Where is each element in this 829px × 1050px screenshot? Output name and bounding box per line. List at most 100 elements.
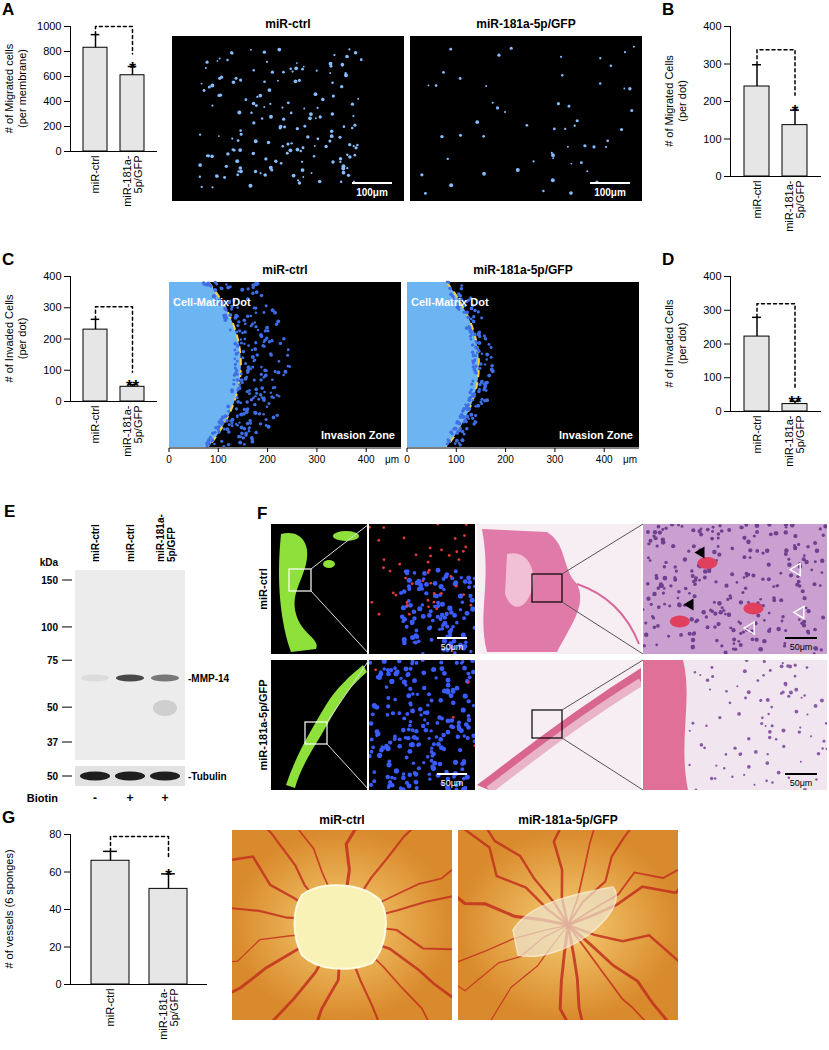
svg-text:Biotin: Biotin bbox=[27, 792, 58, 804]
svg-text:+: + bbox=[161, 791, 168, 805]
svg-text:300: 300 bbox=[309, 454, 326, 465]
svg-text:1000: 1000 bbox=[37, 20, 61, 32]
svg-text:miR-181a-5p/GFP: miR-181a-5p/GFP bbox=[121, 155, 144, 207]
svg-text:37: 37 bbox=[47, 737, 59, 748]
svg-text:miR-ctrl: miR-ctrl bbox=[90, 524, 101, 562]
svg-text:50: 50 bbox=[47, 702, 59, 713]
svg-text:100μm: 100μm bbox=[594, 187, 626, 198]
svg-text:200: 200 bbox=[259, 454, 276, 465]
svg-text:**: ** bbox=[788, 393, 802, 412]
svg-text:75: 75 bbox=[47, 655, 59, 666]
svg-text:50μm: 50μm bbox=[441, 778, 464, 788]
svg-text:50: 50 bbox=[47, 771, 59, 782]
html-text:B: B bbox=[662, 0, 675, 19]
html-text:G: G bbox=[2, 808, 16, 827]
svg-text:μm: μm bbox=[623, 454, 637, 465]
svg-text:miR-ctrl: miR-ctrl bbox=[319, 813, 364, 827]
svg-text:200: 200 bbox=[703, 95, 721, 107]
svg-text:miR-181a-: miR-181a- bbox=[155, 514, 166, 562]
svg-text:400: 400 bbox=[358, 454, 375, 465]
svg-text:50μm: 50μm bbox=[441, 642, 464, 652]
svg-text:miR-ctrl: miR-ctrl bbox=[89, 156, 101, 194]
svg-text:150: 150 bbox=[41, 575, 58, 586]
svg-text:miR-ctrl: miR-ctrl bbox=[125, 524, 136, 562]
svg-text:100: 100 bbox=[41, 622, 58, 633]
svg-text:miR-ctrl: miR-ctrl bbox=[751, 181, 763, 219]
svg-text:100: 100 bbox=[703, 133, 721, 145]
svg-text:miR-ctrl: miR-ctrl bbox=[257, 568, 269, 610]
svg-text:Cell-Matrix Dot: Cell-Matrix Dot bbox=[411, 296, 489, 308]
svg-text:miR-181a-5p/GFP: miR-181a-5p/GFP bbox=[783, 180, 806, 232]
svg-text:miR-ctrl: miR-ctrl bbox=[262, 263, 307, 277]
svg-text:*: * bbox=[165, 866, 172, 885]
html-text:A: A bbox=[2, 0, 15, 19]
svg-text:**: ** bbox=[126, 377, 140, 396]
svg-text:200: 200 bbox=[497, 454, 514, 465]
svg-text:400: 400 bbox=[43, 270, 61, 282]
svg-text:miR-ctrl: miR-ctrl bbox=[89, 406, 101, 444]
svg-text:0: 0 bbox=[55, 395, 61, 407]
svg-text:100μm: 100μm bbox=[356, 187, 388, 198]
svg-text:miR-181a-5p/GFP: miR-181a-5p/GFP bbox=[257, 679, 269, 770]
svg-text:# of Migrated Cells: # of Migrated Cells bbox=[663, 55, 675, 147]
svg-text:Invasion Zone: Invasion Zone bbox=[321, 429, 395, 441]
svg-text:0: 0 bbox=[715, 405, 721, 417]
svg-text:# of Invaded Cells: # of Invaded Cells bbox=[663, 299, 675, 388]
svg-text:Invasion Zone: Invasion Zone bbox=[559, 429, 633, 441]
svg-text:μm: μm bbox=[385, 454, 399, 465]
svg-text:(per dot): (per dot) bbox=[676, 323, 688, 365]
svg-text:100: 100 bbox=[43, 364, 61, 376]
svg-text:(per dot): (per dot) bbox=[16, 318, 28, 360]
svg-text:800: 800 bbox=[43, 45, 61, 57]
svg-text:0: 0 bbox=[166, 454, 172, 465]
svg-text:0: 0 bbox=[404, 454, 410, 465]
svg-text:0: 0 bbox=[715, 170, 721, 182]
svg-text:-Tubulin: -Tubulin bbox=[188, 771, 227, 782]
svg-text:600: 600 bbox=[43, 70, 61, 82]
svg-text:*: * bbox=[129, 59, 136, 78]
svg-text:# of Invaded Cells: # of Invaded Cells bbox=[3, 294, 15, 383]
svg-text:-: - bbox=[93, 791, 97, 805]
svg-text:40: 40 bbox=[49, 903, 61, 915]
svg-text:# of vessels (6 sponges): # of vessels (6 sponges) bbox=[3, 849, 15, 968]
svg-text:80: 80 bbox=[49, 828, 61, 840]
svg-text:400: 400 bbox=[703, 20, 721, 32]
svg-text:(per dot): (per dot) bbox=[676, 80, 688, 122]
svg-text:miR-ctrl: miR-ctrl bbox=[751, 416, 763, 454]
svg-text:5p/GFP: 5p/GFP bbox=[166, 527, 177, 562]
svg-text:300: 300 bbox=[547, 454, 564, 465]
svg-text:miR-ctrl: miR-ctrl bbox=[104, 989, 116, 1027]
svg-text:0: 0 bbox=[55, 978, 61, 990]
svg-text:kDa: kDa bbox=[40, 557, 59, 568]
svg-text:100: 100 bbox=[210, 454, 227, 465]
svg-text:100: 100 bbox=[448, 454, 465, 465]
svg-text:300: 300 bbox=[43, 301, 61, 313]
svg-text:+: + bbox=[126, 791, 133, 805]
svg-text:200: 200 bbox=[43, 120, 61, 132]
svg-text:miR-181a-5p/GFP: miR-181a-5p/GFP bbox=[121, 405, 144, 457]
svg-text:100: 100 bbox=[703, 371, 721, 383]
svg-text:50μm: 50μm bbox=[790, 642, 813, 652]
svg-text:miR-181a-5p/GFP: miR-181a-5p/GFP bbox=[518, 813, 617, 827]
svg-text:400: 400 bbox=[596, 454, 613, 465]
svg-text:400: 400 bbox=[43, 95, 61, 107]
svg-text:miR-181a-5p/GFP: miR-181a-5p/GFP bbox=[157, 988, 180, 1040]
svg-text:400: 400 bbox=[703, 270, 721, 282]
svg-text:miR-181a-5p/GFP: miR-181a-5p/GFP bbox=[476, 17, 575, 31]
svg-text:200: 200 bbox=[703, 338, 721, 350]
svg-text:20: 20 bbox=[49, 941, 61, 953]
svg-text:50μm: 50μm bbox=[790, 778, 813, 788]
svg-text:(per membrane): (per membrane) bbox=[16, 49, 28, 128]
svg-text:300: 300 bbox=[703, 304, 721, 316]
svg-text:0: 0 bbox=[55, 145, 61, 157]
svg-text:200: 200 bbox=[43, 333, 61, 345]
svg-text:*: * bbox=[792, 102, 799, 121]
svg-text:miR-181a-5p/GFP: miR-181a-5p/GFP bbox=[473, 263, 572, 277]
svg-text:# of Migrated cells: # of Migrated cells bbox=[3, 43, 15, 133]
svg-text:miR-ctrl: miR-ctrl bbox=[265, 17, 310, 31]
svg-text:Cell-Matrix Dot: Cell-Matrix Dot bbox=[173, 296, 251, 308]
svg-text:miR-181a-5p/GFP: miR-181a-5p/GFP bbox=[783, 415, 806, 467]
svg-text:300: 300 bbox=[703, 58, 721, 70]
svg-text:-MMP-14: -MMP-14 bbox=[188, 673, 230, 684]
svg-text:60: 60 bbox=[49, 866, 61, 878]
